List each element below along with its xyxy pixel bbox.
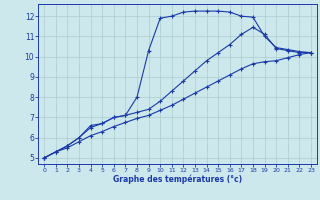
X-axis label: Graphe des températures (°c): Graphe des températures (°c) <box>113 175 242 184</box>
